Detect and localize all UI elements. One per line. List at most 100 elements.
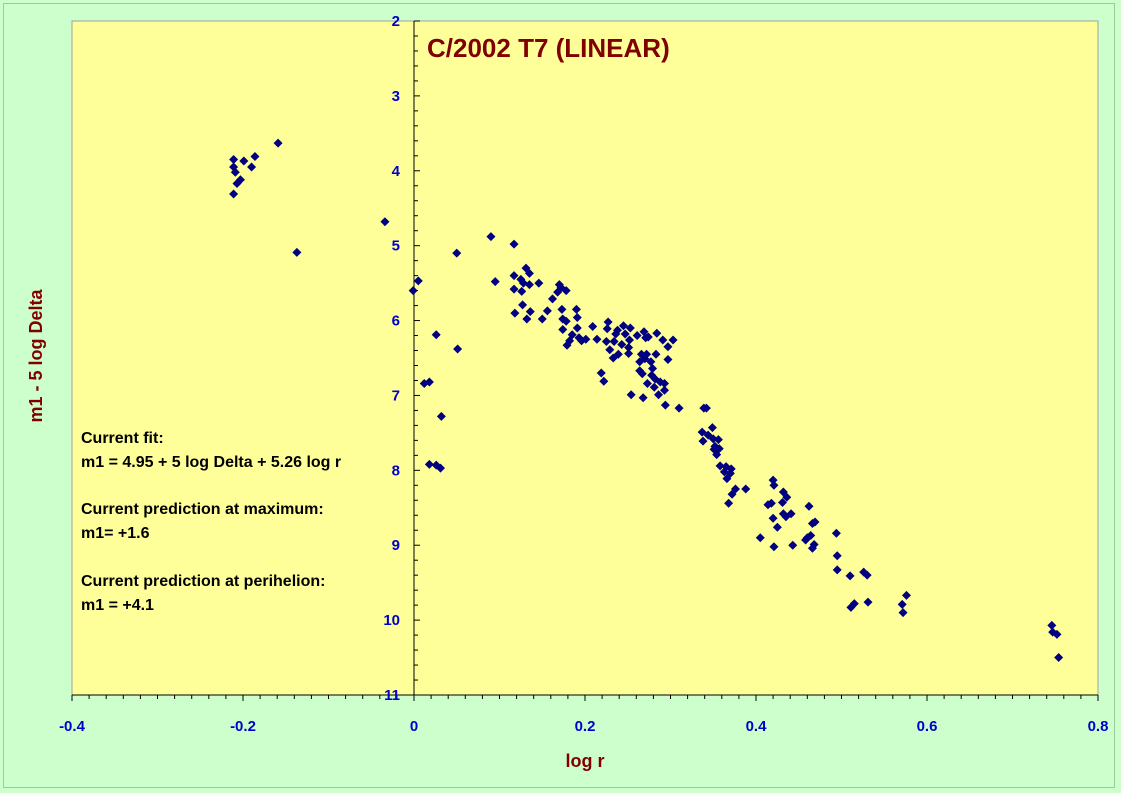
y-tick-label: 8: [392, 462, 400, 479]
data-point: [643, 332, 653, 342]
data-point: [849, 599, 859, 609]
data-point: [229, 189, 239, 199]
data-point: [273, 138, 283, 148]
y-tick-label: 11: [384, 687, 400, 704]
data-point: [654, 390, 664, 400]
data-point: [424, 459, 434, 469]
data-point: [581, 334, 591, 344]
y-tick-label: 4: [392, 163, 401, 180]
data-point: [726, 464, 736, 474]
data-point: [602, 324, 612, 334]
data-point: [509, 239, 519, 249]
perihelion-prediction-value: m1 = +4.1: [81, 597, 154, 614]
chart-title: C/2002 T7 (LINEAR): [427, 33, 670, 63]
data-point: [436, 411, 446, 421]
data-point: [605, 345, 615, 355]
data-point: [235, 175, 245, 185]
data-point: [845, 571, 855, 581]
data-point: [724, 498, 734, 508]
y-tick-label: 3: [392, 88, 400, 105]
data-point: [239, 156, 249, 166]
data-point: [741, 484, 751, 494]
data-point: [436, 463, 446, 473]
data-point: [714, 444, 724, 454]
data-point: [596, 368, 606, 378]
data-point: [525, 307, 535, 317]
data-point: [642, 378, 652, 388]
data-point: [766, 498, 776, 508]
data-point: [658, 335, 668, 345]
data-point: [715, 461, 725, 471]
data-point: [660, 385, 670, 395]
x-tick-label: 0.2: [575, 718, 596, 735]
data-point: [713, 435, 723, 445]
data-point: [660, 378, 670, 388]
data-point: [663, 354, 673, 364]
data-point: [548, 294, 558, 304]
data-point: [1047, 620, 1057, 630]
y-tick-label: 10: [383, 612, 400, 629]
data-point: [804, 501, 814, 511]
data-point: [898, 608, 908, 618]
chart-frame: [3, 3, 1115, 788]
data-point: [707, 423, 717, 433]
data-point: [901, 590, 911, 600]
data-point: [701, 403, 711, 413]
data-point: [452, 248, 462, 258]
data-point: [810, 517, 820, 527]
data-point: [537, 314, 547, 324]
data-point: [599, 376, 609, 386]
data-point: [806, 530, 816, 540]
data-point: [230, 167, 240, 177]
x-axis-title: log r: [566, 751, 605, 771]
data-point: [809, 539, 819, 549]
data-point: [609, 337, 619, 347]
data-point: [768, 513, 778, 523]
data-point: [863, 597, 873, 607]
data-point: [510, 308, 520, 318]
data-point: [632, 331, 642, 341]
data-point: [668, 335, 678, 345]
perihelion-prediction-label: Current prediction at perihelion:: [81, 573, 326, 590]
data-point: [772, 522, 782, 532]
y-tick-label: 2: [392, 13, 400, 30]
data-point: [486, 232, 496, 242]
data-point: [588, 322, 598, 332]
data-point: [862, 570, 872, 580]
data-point: [674, 403, 684, 413]
data-point: [769, 480, 779, 490]
data-point: [292, 247, 302, 257]
data-point: [603, 317, 613, 327]
data-point: [542, 306, 552, 316]
data-point: [626, 390, 636, 400]
data-point: [698, 436, 708, 446]
data-point: [424, 377, 434, 387]
data-point: [558, 325, 568, 335]
data-point: [250, 152, 260, 162]
data-point: [617, 340, 627, 350]
data-point: [638, 393, 648, 403]
data-point: [652, 328, 662, 338]
data-point: [534, 278, 544, 288]
data-point: [524, 280, 534, 290]
data-point: [778, 498, 788, 508]
data-point: [786, 509, 796, 519]
fit-label: Current fit:: [81, 430, 164, 447]
data-point: [832, 565, 842, 575]
data-point: [601, 337, 611, 347]
data-point: [557, 304, 567, 314]
data-points: [229, 138, 1064, 663]
x-tick-label: 0.6: [917, 718, 938, 735]
x-tick-label: 0.8: [1088, 718, 1109, 735]
data-point: [620, 329, 630, 339]
data-point: [624, 335, 634, 345]
data-point: [1052, 629, 1062, 639]
x-tick-label: -0.4: [59, 718, 86, 735]
data-point: [229, 155, 239, 165]
data-point: [572, 313, 582, 323]
data-point: [637, 369, 647, 379]
x-tick-label: -0.2: [230, 718, 256, 735]
data-point: [660, 400, 670, 410]
data-point: [1054, 653, 1064, 663]
